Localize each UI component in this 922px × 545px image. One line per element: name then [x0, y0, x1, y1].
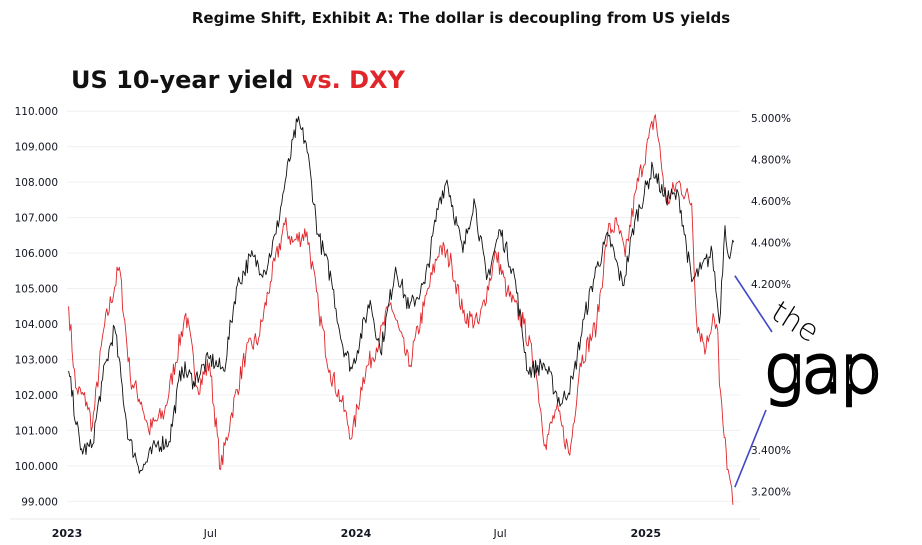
left-tick-label: 110.000: [15, 106, 58, 118]
left-tick-label: 100.000: [15, 461, 58, 473]
left-tick-label: 109.000: [15, 142, 58, 154]
yield-series-line: [68, 116, 735, 474]
left-tick-label: 102.000: [15, 390, 58, 402]
series-layer: [68, 114, 735, 505]
right-tick-label: 3.400%: [751, 445, 791, 457]
left-axis-ticks: 99.000 100.000 101.000 102.000 103.000 104.00…: [15, 106, 58, 508]
x-tick-label: 2023: [52, 527, 83, 540]
x-tick-label: Jul: [492, 527, 506, 540]
right-tick-label: 4.400%: [751, 237, 791, 249]
right-tick-label: 3.200%: [751, 486, 791, 498]
chart-title-dxy: vs. DXY: [301, 66, 405, 94]
left-tick-label: 101.000: [15, 425, 58, 437]
right-axis-ticks: 3.200% 3.400% 4.200% 4.400% 4.600% 4.800% 5.00…: [751, 113, 791, 499]
gap-bracket-upper: [734, 275, 773, 333]
right-tick-label: 4.200%: [751, 279, 791, 291]
chart-title: US 10-year yield vs. DXY: [71, 66, 405, 94]
the-gap-logo: the gap: [763, 300, 884, 410]
left-tick-label: 104.000: [15, 319, 58, 331]
logo-gap: gap: [764, 331, 880, 408]
left-tick-label: 99.000: [21, 496, 58, 508]
left-tick-label: 103.000: [15, 354, 58, 366]
annotation-layer: [734, 275, 773, 488]
left-tick-label: 105.000: [15, 284, 58, 296]
chart-grid: [67, 110, 740, 502]
left-tick-label: 108.000: [15, 177, 58, 189]
x-axis-ticks: 2023 Jul 2024 Jul 2025: [10, 518, 760, 540]
left-tick-label: 107.000: [15, 213, 58, 225]
chart-title-yield: US 10-year yield: [71, 66, 302, 94]
right-tick-label: 4.600%: [751, 196, 791, 208]
x-tick-label: Jul: [203, 527, 217, 540]
gap-bracket-lower: [734, 409, 767, 488]
exhibit-title: Regime Shift, Exhibit A: The dollar is d…: [191, 9, 731, 27]
dxy-series-line: [68, 114, 734, 505]
x-tick-label: 2025: [630, 527, 661, 540]
left-tick-label: 106.000: [15, 248, 58, 260]
right-tick-label: 5.000%: [751, 113, 791, 125]
right-tick-label: 4.800%: [751, 154, 791, 166]
x-tick-label: 2024: [341, 527, 372, 540]
